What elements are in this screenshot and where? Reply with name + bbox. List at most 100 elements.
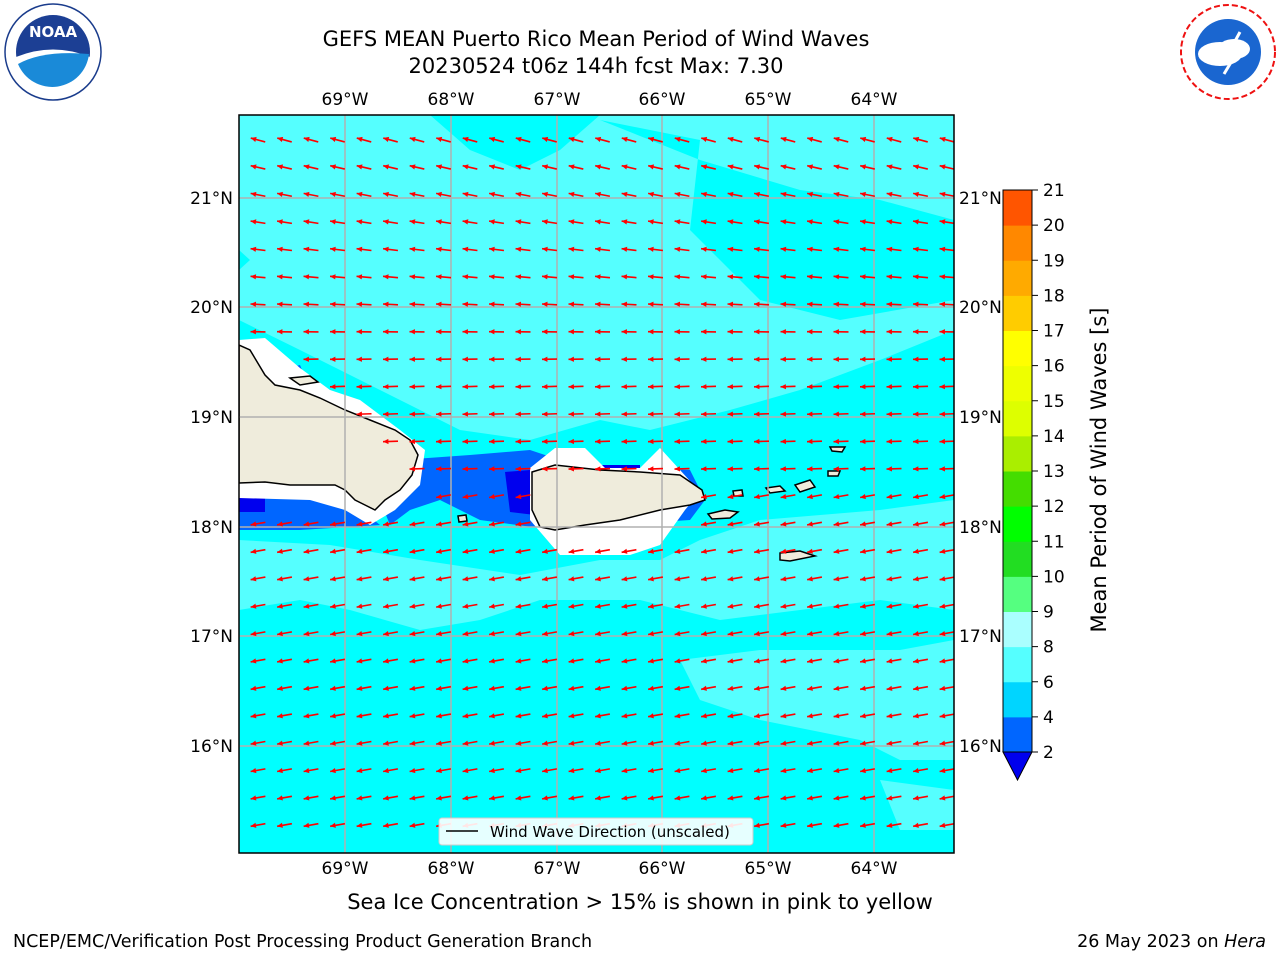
wind-wave-arrowhead xyxy=(356,164,363,170)
colorbar-segment xyxy=(1003,260,1032,296)
wind-wave-arrowhead xyxy=(542,438,548,445)
wind-wave-arrowhead xyxy=(621,191,628,197)
lon-label-bottom: 69°W xyxy=(322,859,369,879)
wind-wave-arrowhead xyxy=(913,576,919,582)
wind-wave-arrowhead xyxy=(621,329,627,335)
wind-wave-arrowhead xyxy=(436,164,443,170)
wind-wave-arrowhead xyxy=(515,658,522,664)
wind-wave-arrowhead xyxy=(568,658,575,664)
wind-wave-arrowhead xyxy=(303,191,310,197)
wind-wave-arrowhead xyxy=(462,384,468,390)
wind-wave-arrowhead xyxy=(409,384,415,390)
wind-wave-arrowhead xyxy=(489,301,495,307)
wind-wave-arrowhead xyxy=(515,767,522,774)
wind-wave-arrowhead xyxy=(807,246,813,252)
wind-wave-arrowhead xyxy=(807,658,813,664)
wind-wave-arrowhead xyxy=(489,740,495,746)
wind-wave-arrowhead xyxy=(330,384,336,390)
wind-wave-arrowhead xyxy=(303,576,310,582)
wind-wave-arrowhead xyxy=(886,274,893,280)
wind-wave-arrowhead xyxy=(913,438,919,445)
wind-wave-arrowhead xyxy=(303,219,310,225)
wind-wave-arrowhead xyxy=(383,356,389,362)
wind-wave-arrowhead xyxy=(568,356,574,362)
wind-wave-arrowhead xyxy=(515,356,521,362)
wind-wave-arrowhead xyxy=(939,438,945,445)
wind-wave-arrowhead xyxy=(727,576,734,582)
map-legend: Wind Wave Direction (unscaled) xyxy=(438,817,754,846)
wind-wave-arrowhead xyxy=(860,822,866,828)
wind-wave-arrowhead xyxy=(383,548,389,554)
wind-wave-arrowhead xyxy=(330,548,336,554)
wind-wave-arrowhead xyxy=(303,767,310,774)
wind-wave-arrowhead xyxy=(754,630,760,637)
wind-wave-arrowhead xyxy=(621,356,627,362)
wind-wave-arrowhead xyxy=(701,438,707,445)
wind-wave-arrowhead xyxy=(621,136,628,142)
wind-wave-arrowhead xyxy=(330,795,336,801)
wind-wave-arrowhead xyxy=(515,136,522,142)
wind-wave-arrowhead xyxy=(462,740,469,746)
wind-wave-arrowhead xyxy=(860,740,866,746)
wind-wave-arrowhead xyxy=(780,658,787,664)
wind-wave-arrowhead xyxy=(515,466,521,472)
wind-wave-arrowhead xyxy=(860,795,866,801)
wind-wave-arrowhead xyxy=(489,356,495,362)
wind-wave-arrowhead xyxy=(754,822,760,828)
wind-wave-arrowhead xyxy=(939,822,946,828)
wind-wave-arrowhead xyxy=(277,219,283,225)
wind-wave-arrowhead xyxy=(409,685,416,691)
wind-wave-arrowhead xyxy=(277,191,283,197)
wind-wave-arrowhead xyxy=(383,191,389,197)
wind-wave-arrowhead xyxy=(250,301,257,307)
wind-wave-arrowhead xyxy=(436,329,442,335)
wind-wave-arrowhead xyxy=(886,658,893,664)
wind-wave-arrowhead xyxy=(833,658,840,664)
wind-wave-arrowhead xyxy=(939,219,946,225)
wind-wave-arrowhead xyxy=(330,246,336,252)
wind-wave-arrowhead xyxy=(886,521,893,527)
wind-wave-arrowhead xyxy=(833,301,840,307)
wind-wave-arrowhead xyxy=(277,548,283,554)
wind-wave-arrowhead xyxy=(277,576,283,582)
wind-wave-arrowhead xyxy=(330,740,336,746)
wind-wave-arrowhead xyxy=(383,164,390,170)
wind-wave-arrowhead xyxy=(701,576,707,582)
wind-wave-arrowhead xyxy=(674,466,680,472)
wind-wave-arrowhead xyxy=(886,822,893,828)
wind-wave-arrowhead xyxy=(515,795,522,801)
wind-wave-arrowhead xyxy=(727,246,734,252)
wind-wave-arrowhead xyxy=(886,548,893,554)
colorbar-segment xyxy=(1003,365,1032,402)
colorbar-segment xyxy=(1003,576,1032,612)
wind-wave-arrowhead xyxy=(303,822,310,828)
wind-wave-arrowhead xyxy=(648,576,654,582)
wind-wave-arrowhead xyxy=(833,411,839,417)
wind-wave-arrowhead xyxy=(886,685,893,691)
wind-wave-arrowhead xyxy=(621,795,628,801)
wind-wave-arrowhead xyxy=(701,630,707,637)
wind-wave-arrowhead xyxy=(383,301,389,307)
wind-wave-arrowhead xyxy=(356,384,362,390)
wind-wave-arrowhead xyxy=(595,795,601,801)
wind-wave-arrowhead xyxy=(780,548,787,554)
wind-wave-arrowhead xyxy=(542,685,548,691)
wind-wave-arrowhead xyxy=(330,658,336,664)
wind-wave-arrowhead xyxy=(277,630,283,637)
noaa-logo-text: NOAA xyxy=(29,23,78,41)
wind-wave-arrowhead xyxy=(913,493,919,500)
wind-wave-arrowhead xyxy=(807,630,813,637)
wind-wave-arrowhead xyxy=(886,191,893,197)
wind-wave-arrowhead xyxy=(860,246,866,252)
wind-wave-arrowhead xyxy=(674,411,680,417)
wind-wave-arrowhead xyxy=(648,466,654,472)
wind-wave-arrowhead xyxy=(277,164,284,170)
wind-wave-arrowhead xyxy=(595,658,601,664)
wind-wave-arrowhead xyxy=(939,329,945,335)
wind-wave-arrowhead xyxy=(780,329,786,335)
wind-wave-arrowhead xyxy=(383,384,389,390)
wind-wave-arrowhead xyxy=(462,301,469,307)
wind-wave-arrowhead xyxy=(833,685,840,691)
wind-wave-arrowhead xyxy=(780,493,787,500)
colorbar-segment xyxy=(1003,295,1032,331)
